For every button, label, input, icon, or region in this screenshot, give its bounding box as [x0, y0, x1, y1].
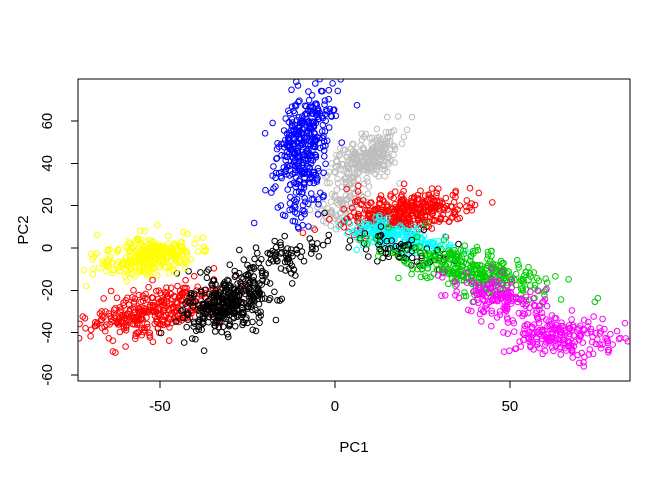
scatter-cluster-black-tail: [226, 231, 333, 280]
y-tick-label: 40: [39, 155, 56, 172]
scatter-cluster-gray-main: [320, 113, 416, 200]
y-tick-label: -40: [39, 322, 56, 344]
x-tick-label: 0: [331, 398, 339, 415]
scatter-cluster-blue-tail: [250, 139, 346, 232]
y-tick-label: 0: [39, 244, 56, 252]
scatter-cluster-yellow: [80, 221, 210, 290]
x-tick-label: -50: [149, 398, 171, 415]
y-axis-title: PC2: [15, 215, 32, 244]
scatter-points-layer: [78, 79, 630, 370]
x-tick-label: 50: [502, 398, 519, 415]
y-tick-label: -20: [39, 279, 56, 301]
y-tick-label: 60: [39, 113, 56, 130]
axes-layer: [71, 120, 511, 388]
axis-labels-layer: -50 0 50 -60 -40 -20 0 20 40 60 PC1 PC2: [15, 113, 518, 456]
y-tick-label: 20: [39, 197, 56, 214]
plot-frame-box: [77, 78, 631, 382]
y-tick-label: -60: [39, 364, 56, 386]
scatter-cluster-magenta-lower: [476, 296, 630, 370]
x-axis-title: PC1: [339, 439, 368, 456]
